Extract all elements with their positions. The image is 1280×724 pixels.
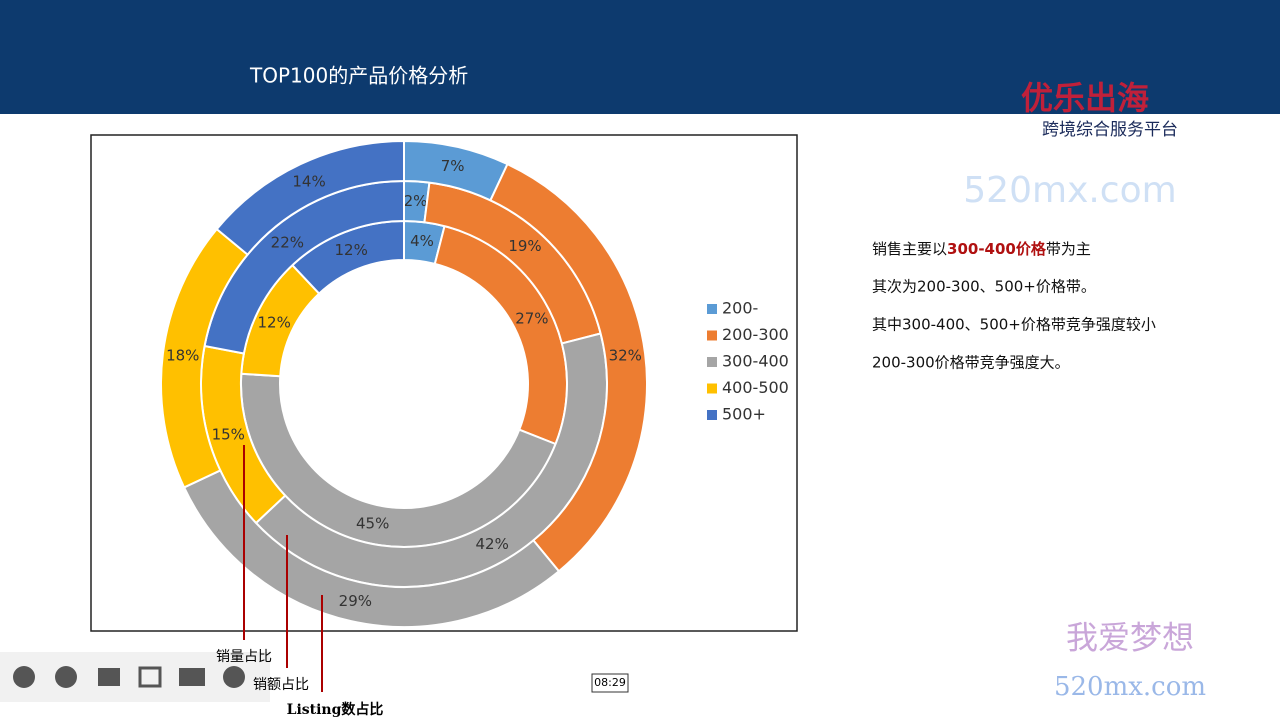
legend-label: 500+ [722,405,766,424]
legend-swatch [707,304,717,314]
data-label: 2% [404,192,428,210]
donut-segment [215,139,405,257]
data-label: 42% [475,535,508,553]
data-label: 12% [335,241,368,259]
header-band [0,0,1280,114]
note-text: 带为主 [1046,240,1091,258]
data-label: 15% [212,426,245,444]
data-label: 7% [441,157,465,175]
legend-label: 300-400 [722,352,789,371]
slide-title: TOP100的产品价格分析 [249,64,468,88]
note-text: 销售主要以 [872,240,947,258]
watermark-site: 520mx.com [963,170,1176,211]
donut-chart: 4% 27% 45% 12% 12% 2% 19% 42% 15% 22% 7% 32% 29% 18% 1… [160,139,789,628]
legend-swatch [707,357,717,367]
data-label: 19% [508,237,541,255]
timestamp-box [591,673,629,693]
data-label: 12% [257,313,290,331]
ring-label: 销额占比 [253,677,309,693]
legend-label: 400-500 [722,378,789,397]
watermark-cn: 我爱梦想 [1066,619,1194,657]
note-line: 销售主要以300-400价格带为主 [872,240,1091,258]
legend-swatch [707,383,717,394]
data-label: 29% [339,592,372,610]
legend-swatch [707,410,717,420]
timestamp: 08:29 [594,676,626,689]
logo-tagline: 跨境综合服务平台 [1042,120,1178,140]
legend-swatch [707,330,717,341]
note-line: 其中300-400、500+价格带竞争强度较小 [872,316,1156,334]
zoom-button[interactable] [138,666,162,688]
data-label: 22% [271,233,304,251]
prev-button[interactable] [13,666,35,688]
ring-label: 销量占比 [216,649,272,665]
logo-brand: 优乐出海 [1021,79,1149,117]
data-label: 45% [356,515,389,533]
note-line: 其次为200-300、500+价格带。 [872,278,1096,296]
notes: 销售主要以300-400价格带为主其次为200-300、500+价格带。其中30… [872,240,1156,372]
pen-button[interactable] [98,668,120,686]
note-text: 300-400价格 [947,240,1047,258]
data-label: 27% [515,309,548,327]
data-label: 14% [292,173,325,191]
data-label: 18% [166,347,199,365]
more-button[interactable] [223,666,245,688]
watermark-site: 520mx.com [1054,672,1206,702]
data-label: 4% [410,232,434,250]
legend-label: 200- [722,299,758,318]
ring-label: Listing数占比 [287,701,384,718]
camera-button[interactable] [179,668,205,686]
legend-label: 200-300 [722,325,789,344]
note-line: 200-300价格带竞争强度大。 [872,354,1070,372]
data-label: 32% [609,347,642,365]
next-button[interactable] [55,666,77,688]
